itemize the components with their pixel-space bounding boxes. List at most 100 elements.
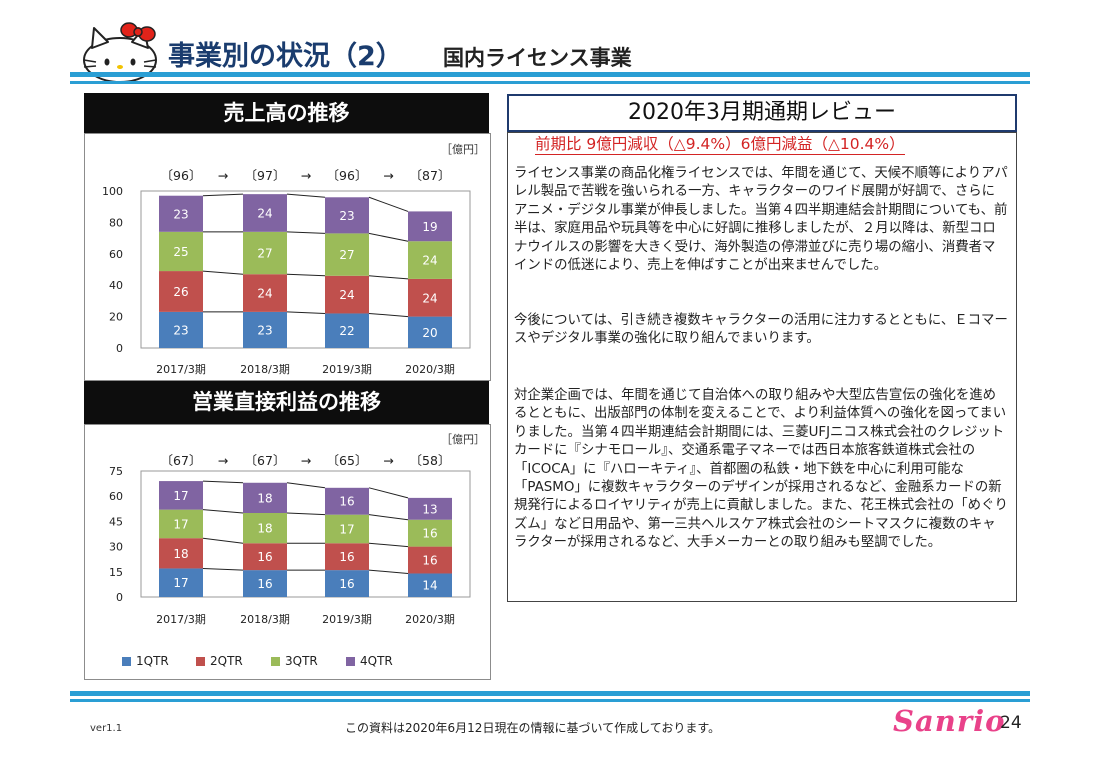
data-label: 16 [339, 550, 354, 564]
data-label: 18 [257, 491, 272, 505]
y-tick-label: 15 [109, 566, 123, 579]
series-connector-line [202, 193, 244, 197]
series-connector-line [202, 270, 244, 275]
unit-label: ［億円］ [441, 433, 485, 446]
bar-segment [159, 568, 203, 597]
bar-segment [325, 275, 369, 314]
data-label: 27 [257, 247, 272, 261]
total-label: 〔87〕 [410, 168, 451, 183]
legend-swatch [196, 657, 205, 666]
bar-segment [408, 278, 452, 317]
y-tick-label: 80 [109, 216, 123, 229]
footnote: この資料は2020年6月12日現在の情報に基づいて作成しております。 [345, 721, 721, 735]
y-tick-label: 0 [116, 591, 123, 604]
hello-kitty-mascot-icon [80, 20, 160, 83]
total-label: 〔65〕 [327, 453, 368, 468]
review-paragraph-2: 今後については、引き続き複数キャラクターの活用に注力するとともに、Ｅコマースやデ… [514, 313, 1008, 347]
series-connector-line [368, 312, 409, 318]
header-divider-thin [70, 81, 1030, 84]
y-tick-label: 20 [109, 311, 123, 324]
data-label: 24 [339, 288, 354, 302]
data-label: 16 [257, 550, 272, 564]
series-connector-line [202, 480, 244, 484]
bar-segment [408, 316, 452, 348]
bar-segment [243, 570, 287, 597]
total-arrow: → [383, 453, 393, 468]
version-label: ver1.1 [90, 723, 123, 734]
total-arrow: → [301, 168, 311, 183]
x-tick-label: 2019/3期 [322, 613, 372, 626]
bar-segment [325, 514, 369, 544]
review-paragraph-3: 対企業企画では、年間を通じて自治体への取り組みや大型広告宣伝の強化を進めるととも… [514, 388, 1008, 551]
x-tick-label: 2018/3期 [240, 613, 290, 626]
footer-divider-thin [70, 699, 1030, 702]
page-title: 事業別の状況（2） [168, 41, 403, 72]
data-label: 25 [173, 245, 188, 259]
bar-segment [325, 543, 369, 571]
y-tick-label: 100 [102, 185, 123, 198]
x-tick-label: 2018/3期 [240, 363, 290, 376]
x-tick-label: 2019/3期 [322, 363, 372, 376]
bar-segment [243, 482, 287, 513]
data-label: 24 [257, 287, 272, 301]
data-label: 14 [422, 579, 437, 593]
page-number: 24 [1000, 713, 1022, 733]
data-label: 23 [173, 207, 188, 221]
series-connector-line [368, 542, 409, 548]
data-label: 22 [339, 324, 354, 338]
review-title: 2020年3月期通期レビュー [507, 94, 1017, 132]
bar-segment [408, 241, 452, 279]
series-connector-line [286, 482, 326, 489]
bar-segment [159, 311, 203, 348]
bar-segment [243, 543, 287, 571]
data-label: 19 [422, 220, 437, 234]
total-label: 〔96〕 [327, 168, 368, 183]
series-connector-line [202, 537, 244, 544]
profit-chart: ［億円］01530456075171817172017/3期〔67〕161618… [109, 433, 485, 626]
plot-frame [140, 190, 471, 349]
y-tick-label: 40 [109, 279, 123, 292]
series-connector-line [368, 514, 409, 521]
footer-divider [70, 691, 1030, 696]
legend-label: 4QTR [360, 654, 393, 668]
total-arrow: → [383, 168, 393, 183]
data-label: 27 [339, 248, 354, 262]
data-label: 17 [339, 522, 354, 536]
x-tick-label: 2020/3期 [405, 363, 455, 376]
profit-chart-box: ［億円］ 0 15 30 45 60 75 17 18 17 17 2017/3期 〔67〕 16 16 18… [84, 424, 491, 680]
legend-swatch [346, 657, 355, 666]
series-connector-line [286, 512, 326, 516]
bar-segment [243, 513, 287, 544]
bar-segment [243, 311, 287, 348]
bar-segment [243, 274, 287, 312]
profit-section-title: 営業直接利益の推移 [84, 381, 489, 424]
header-divider [70, 72, 1030, 77]
page-subtitle: 国内ライセンス事業 [443, 46, 632, 70]
legend-label: 1QTR [136, 654, 169, 668]
data-label: 17 [173, 576, 188, 590]
bar-segment [408, 497, 452, 520]
y-tick-label: 30 [109, 541, 123, 554]
data-label: 16 [339, 577, 354, 591]
series-connector-line [202, 567, 244, 571]
y-tick-label: 60 [109, 490, 123, 503]
series-connector-line [286, 311, 326, 314]
data-label: 23 [257, 323, 272, 337]
x-tick-label: 2017/3期 [156, 363, 206, 376]
data-label: 24 [422, 254, 437, 268]
data-label: 26 [173, 285, 188, 299]
data-label: 17 [173, 517, 188, 531]
x-tick-label: 2017/3期 [156, 613, 206, 626]
bar-segment [325, 197, 369, 234]
bar-segment [325, 233, 369, 276]
legend-item: 2QTR [196, 654, 243, 668]
bar-segment [159, 231, 203, 272]
legend-item: 1QTR [122, 654, 169, 668]
legend-swatch [271, 657, 280, 666]
y-tick-label: 0 [116, 342, 123, 355]
data-label: 16 [257, 577, 272, 591]
y-tick-label: 45 [109, 515, 123, 528]
review-box [507, 132, 1017, 602]
y-tick-label: 60 [109, 248, 123, 261]
bar-segment [325, 487, 369, 515]
